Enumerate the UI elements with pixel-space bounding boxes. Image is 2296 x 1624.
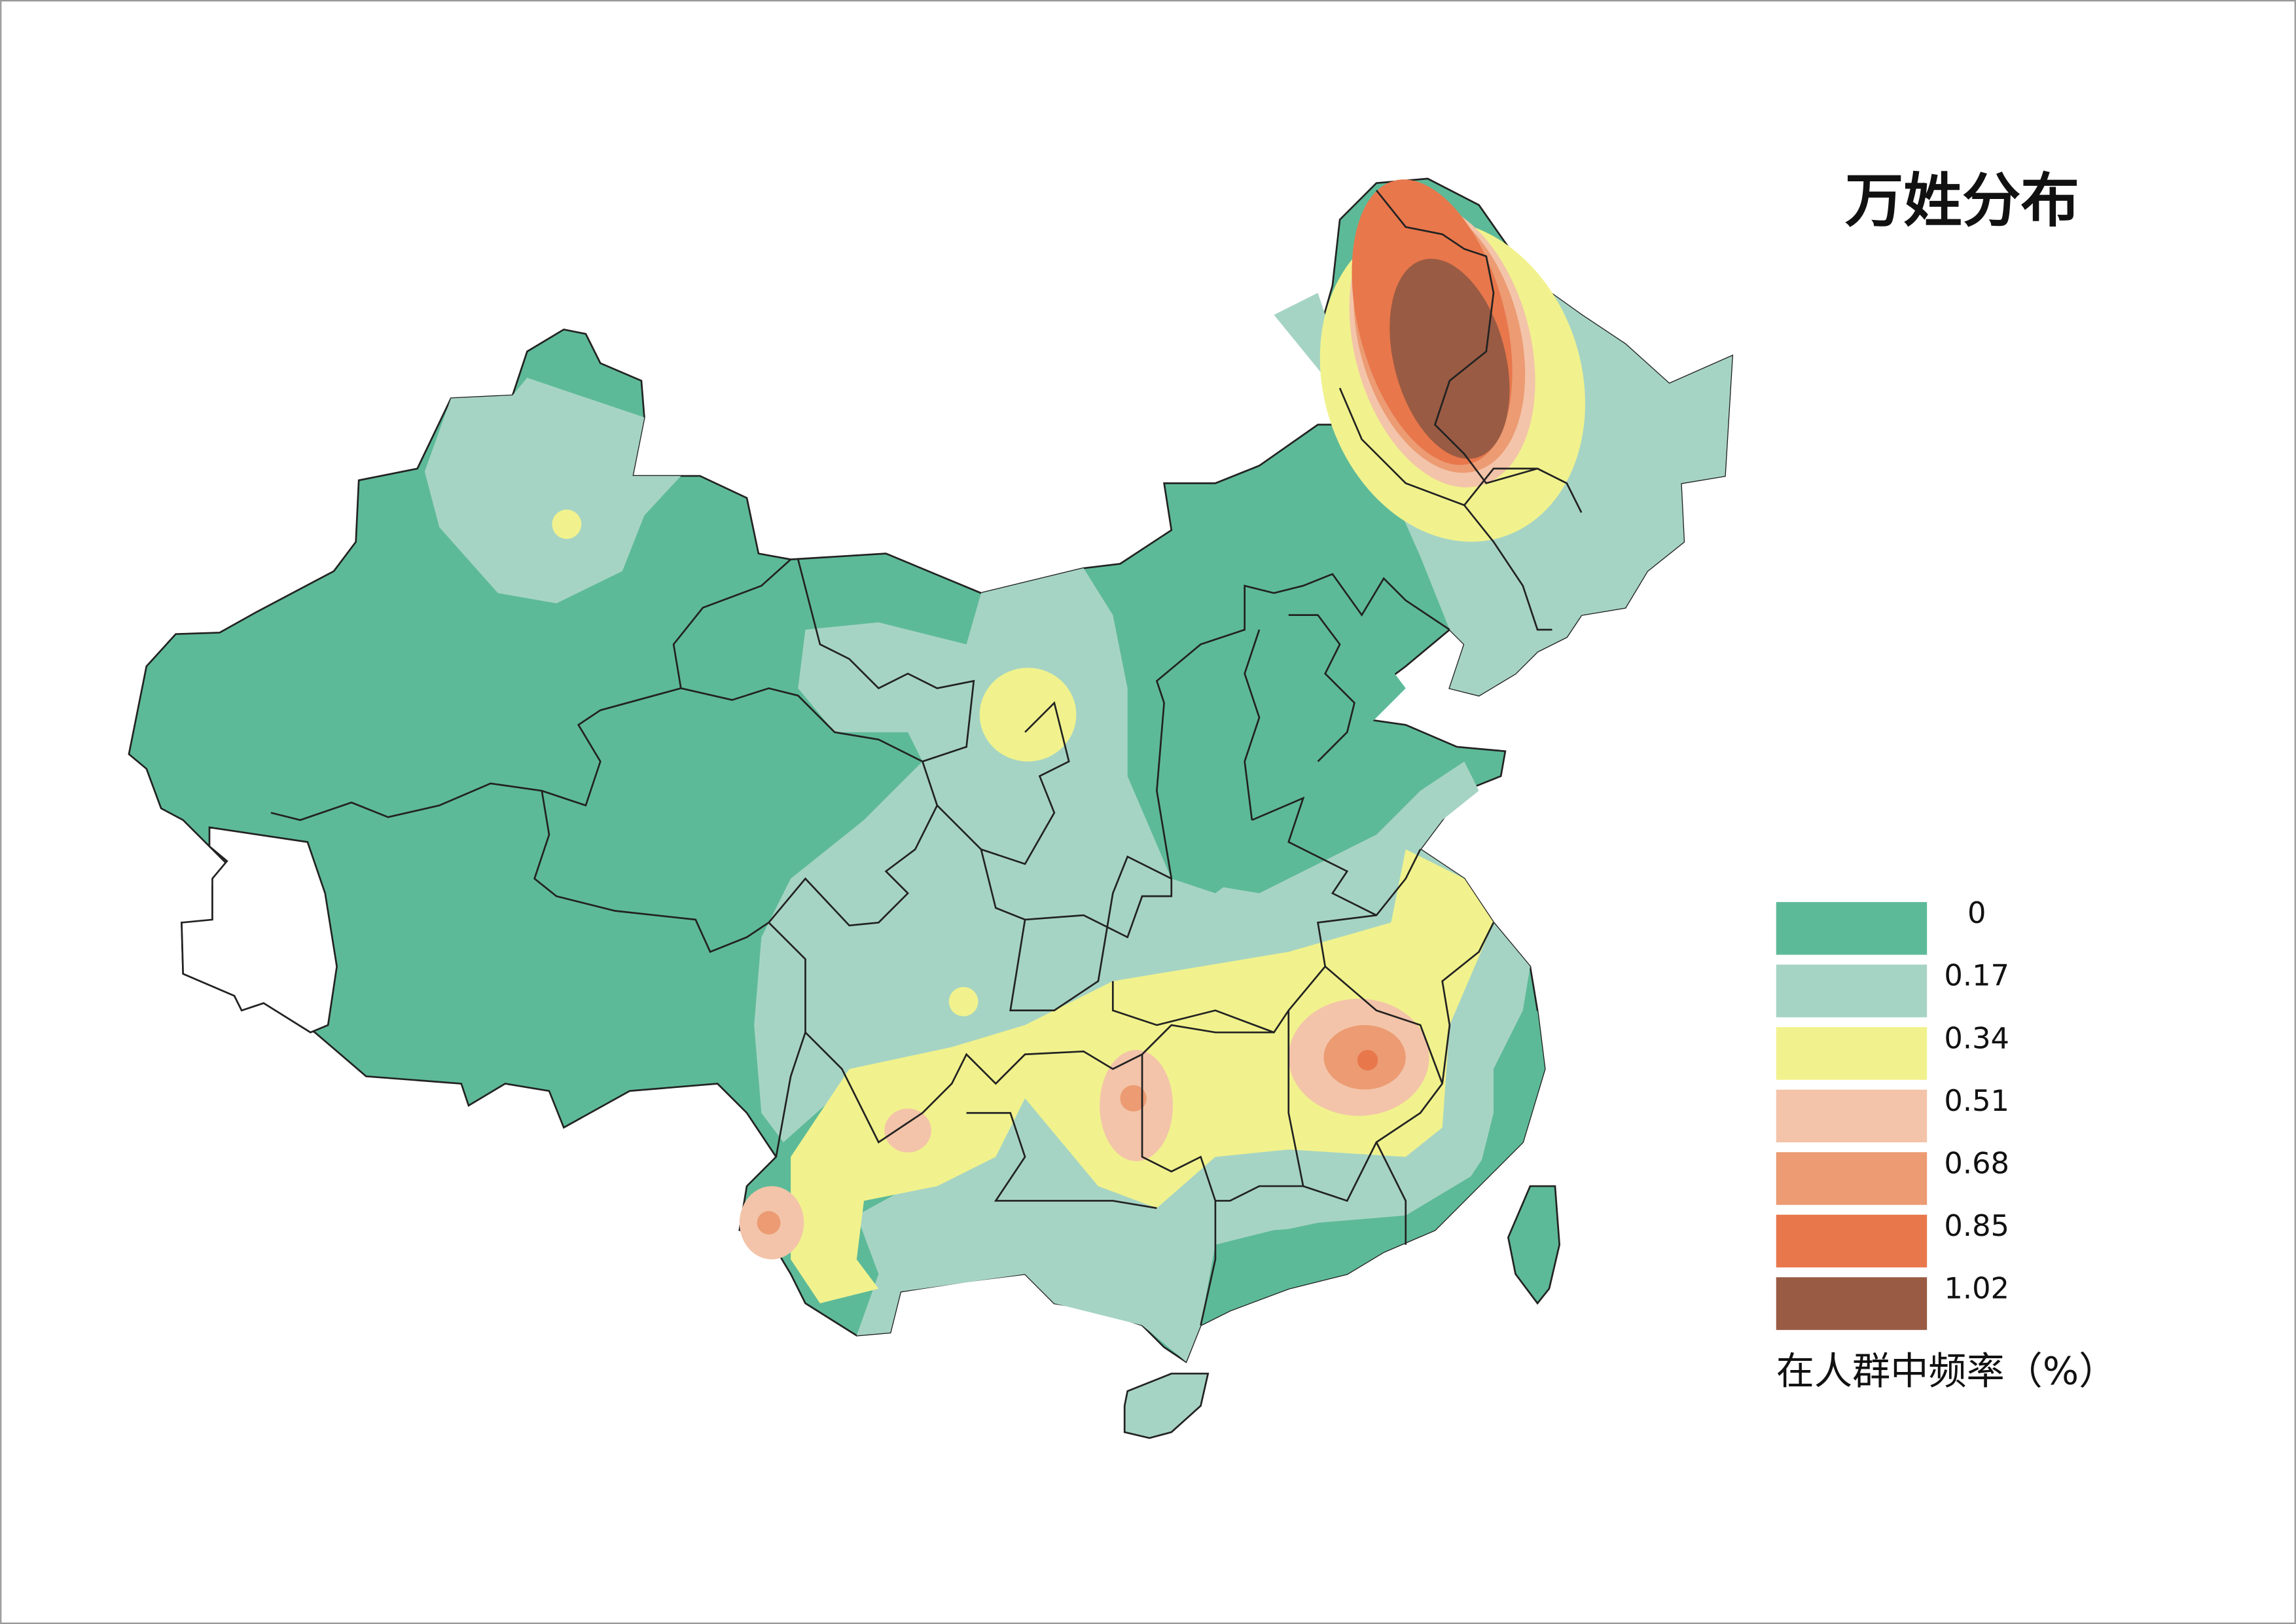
region-102 (1390, 259, 1510, 459)
legend-swatch (1776, 1152, 1928, 1205)
legend-swatch (1776, 1214, 1928, 1268)
legend-title: 在人群中频率（%） (1776, 1349, 2117, 1394)
region-085 (1357, 1050, 1378, 1071)
legend-swatch (1776, 1089, 1928, 1143)
region-017 (424, 378, 681, 604)
island-taiwan (1507, 1185, 1560, 1305)
legend-swatch (1776, 964, 1928, 1018)
region-017 (754, 568, 1530, 1362)
region-068 (1120, 1085, 1147, 1111)
region-034 (948, 986, 978, 1017)
region-051 (884, 1108, 931, 1153)
legend-label: 0.17 (1944, 958, 2009, 993)
map-title: 万姓分布 (1845, 168, 2079, 236)
island-hainan (1123, 1373, 1210, 1439)
region-068 (757, 1211, 781, 1235)
legend-swatch (1776, 1027, 1928, 1080)
legend-label: 0.51 (1944, 1083, 2009, 1118)
legend: 0 0.17 0.34 0.51 0.68 0.85 1.02 (1776, 895, 2009, 1330)
province-lines (270, 189, 1583, 1326)
legend-swatch (1776, 902, 1928, 955)
legend-swatch (1776, 1277, 1928, 1330)
legend-label: 0.85 (1944, 1208, 2009, 1243)
region-034 (979, 668, 1077, 762)
legend-label: 1.02 (1944, 1271, 2009, 1305)
region-034 (552, 509, 582, 539)
blank-area (181, 826, 338, 1034)
legend-label: 0.34 (1944, 1020, 2009, 1055)
legend-label: 0 (1967, 895, 1986, 930)
region-0 (1200, 1010, 1545, 1326)
legend-label: 0.68 (1944, 1146, 2009, 1180)
